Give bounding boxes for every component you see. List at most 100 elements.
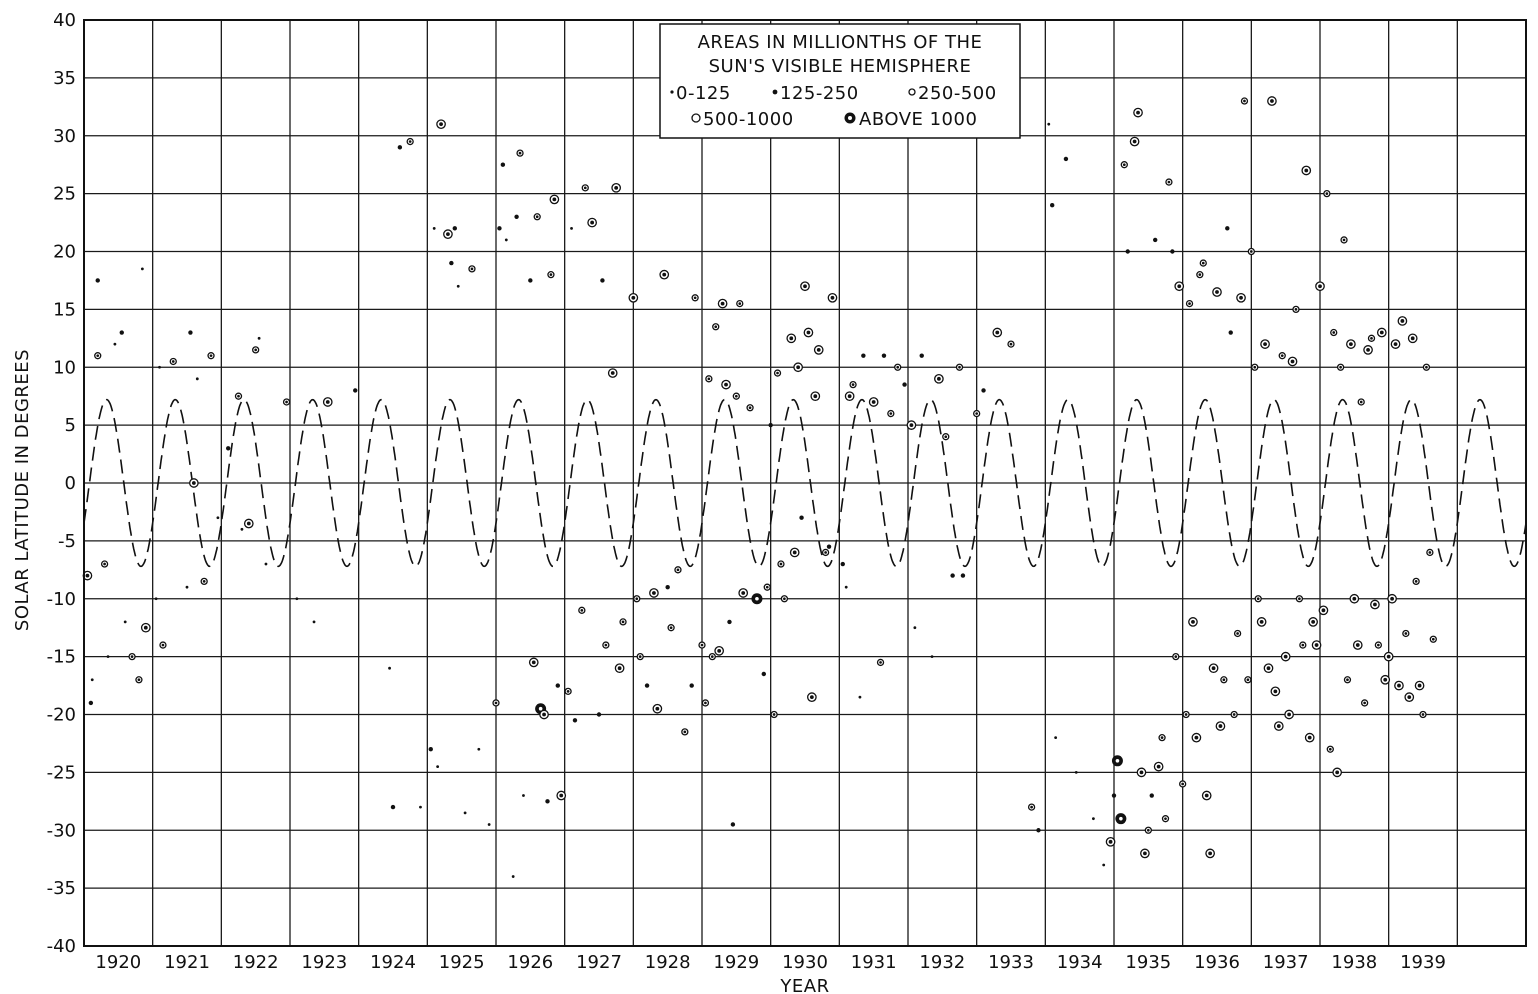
legend-marker-125-250 — [772, 89, 778, 95]
legend-marker-500-1000 — [691, 113, 701, 123]
sunspot-point-core — [580, 608, 584, 612]
x-tick-label: 1921 — [164, 952, 210, 973]
sunspot-point-core — [1386, 654, 1391, 659]
sunspot-point-core — [1325, 192, 1329, 195]
sunspot-point-core — [792, 550, 797, 555]
sunspot-point — [353, 388, 358, 393]
sunspot-point-core — [1204, 793, 1209, 798]
sunspot-point — [95, 278, 100, 283]
sunspot-point-core — [1108, 839, 1113, 844]
sunspot-point-core — [776, 371, 779, 375]
sunspot-point-core — [1146, 828, 1150, 832]
earth-latitude-dashed-curve — [83, 398, 1527, 568]
sunspot-point-core — [191, 481, 196, 485]
x-tick-label: 1926 — [507, 952, 553, 973]
sunspot-point — [419, 805, 422, 809]
x-tick-labels: 1920 1921 1922 1923 1924 1925 1926 1927 1928 1929… — [95, 952, 1445, 973]
sunspot-point-core — [1425, 365, 1428, 369]
sunspot-point — [981, 388, 986, 393]
sunspot-point-core — [137, 678, 141, 682]
sunspot-point — [522, 794, 525, 797]
sunspot-point — [497, 226, 502, 231]
sunspot-point-core — [1273, 689, 1278, 694]
sunspot-point-core — [1379, 330, 1384, 335]
sunspot-point-core — [246, 521, 251, 526]
sunspot-point-core — [1280, 354, 1284, 358]
sunspot-point — [799, 515, 804, 520]
y-tick-label: 25 — [53, 184, 76, 205]
sunspot-point-core — [1263, 342, 1267, 346]
y-tick-label: 5 — [65, 415, 76, 436]
legend-title-line1: AREAS IN MILLIONTHS OF THE — [698, 32, 983, 53]
grid — [83, 19, 1527, 947]
sunspot-point-core — [538, 706, 543, 711]
sunspot-point — [1228, 330, 1233, 335]
sunspot-point-core — [847, 394, 852, 399]
sunspot-point-core — [1276, 724, 1281, 728]
sunspot-point-core — [813, 394, 818, 399]
sunspot-point-core — [1283, 654, 1288, 659]
sunspot-point — [555, 683, 560, 688]
sunspot-point-core — [446, 232, 450, 237]
sunspot-point-core — [958, 365, 961, 369]
sunspot-point-core — [1030, 805, 1033, 809]
y-tick-label: -40 — [47, 936, 76, 957]
sunspot-point-core — [1397, 683, 1401, 688]
sunspot-point-core — [700, 643, 704, 647]
sunspot-point-core — [1307, 735, 1312, 740]
x-tick-label: 1930 — [782, 952, 828, 973]
sunspot-point — [113, 342, 117, 346]
legend-label-0-125: 0-125 — [676, 83, 731, 104]
sunspot-point — [545, 799, 550, 804]
sunspot-point — [840, 561, 845, 567]
sunspot-point-core — [1266, 666, 1271, 671]
sunspot-point-core — [1167, 180, 1171, 184]
sunspot-point-core — [96, 354, 100, 358]
sunspot-point — [257, 336, 261, 340]
sunspot-point-core — [1194, 735, 1199, 740]
y-tick-label: 35 — [53, 68, 76, 89]
sunspot-point-core — [209, 354, 213, 358]
x-tick-label: 1939 — [1400, 952, 1446, 973]
y-tick-label: -10 — [47, 589, 76, 610]
sunspot-point-core — [1321, 608, 1326, 613]
sunspot-point — [397, 145, 403, 150]
sunspot-point-core — [85, 573, 90, 578]
plot-frame — [83, 19, 1527, 947]
sunspot-point-core — [704, 701, 707, 705]
sunspot-point — [861, 353, 866, 358]
sunspot-point — [919, 353, 924, 358]
sunspot-point — [768, 422, 773, 428]
sunspot-point-core — [851, 383, 855, 386]
y-tick-label: -30 — [47, 820, 76, 841]
sunspot-point-core — [803, 284, 807, 289]
x-tick-label: 1934 — [1057, 952, 1103, 973]
sunspot-point — [1225, 226, 1230, 231]
sunspot-point-core — [408, 140, 412, 143]
sunspot-point-core — [1119, 816, 1123, 821]
sunspot-point — [881, 353, 887, 358]
sunspot-point — [1063, 156, 1069, 162]
sunspot-point-core — [614, 185, 619, 190]
sunspot-point-core — [1311, 620, 1316, 624]
x-axis-label: YEAR — [779, 976, 829, 994]
sunspot-point-core — [783, 597, 786, 601]
legend-label-above-1000: ABOVE 1000 — [859, 109, 977, 130]
sunspot-point — [432, 226, 436, 230]
sunspot-point-core — [669, 626, 673, 630]
sunspot-point — [140, 267, 144, 271]
sunspot-point — [428, 747, 433, 752]
sunspot-point-core — [755, 596, 759, 601]
sunspot-point — [477, 747, 481, 751]
sunspot-point — [195, 377, 199, 381]
y-tick-labels: 40 35 30 25 20 15 10 5 0 -5 -10 -15 -20 -25 -30 -35 -40 — [47, 10, 76, 957]
sunspot-point — [264, 562, 268, 566]
sunspot-point-core — [470, 267, 474, 271]
sunspot-point — [826, 544, 832, 549]
sunspot-point-core — [1359, 400, 1363, 404]
sunspot-point — [436, 765, 440, 768]
sunspot-point-core — [1373, 602, 1377, 607]
sunspot-point — [913, 626, 917, 630]
sunspot-point-core — [1287, 712, 1291, 717]
sunspot-point-core — [1122, 163, 1126, 167]
